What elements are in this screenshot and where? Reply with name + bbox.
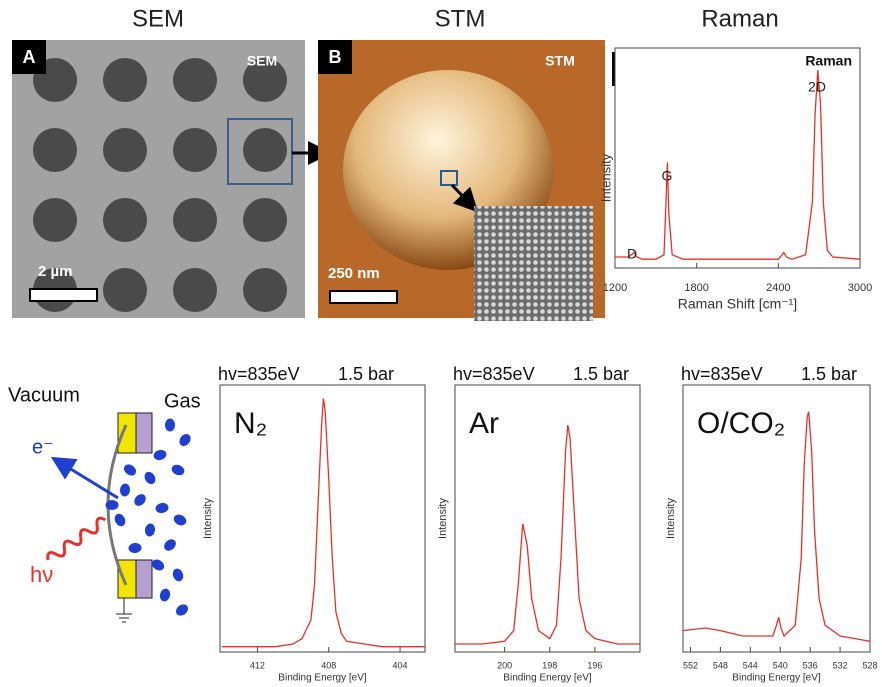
x-tick-label: 1200 [603, 282, 627, 294]
plot-frame [454, 384, 641, 653]
hole [243, 198, 287, 242]
gas-molecule [144, 471, 156, 485]
x-tick-label: 198 [542, 660, 557, 670]
x-tick-label: 540 [773, 660, 788, 670]
gas-molecule [172, 568, 184, 582]
peak-label: D [627, 246, 637, 262]
pressure-label: 1.5 bar [573, 364, 629, 384]
hole [103, 128, 147, 172]
x-axis-label: Binding Energy [eV] [278, 673, 367, 684]
x-axis-label: Binding Energy [eV] [503, 673, 592, 684]
x-tick-label: 1800 [684, 282, 708, 294]
hole [103, 58, 147, 102]
energy-label: hv=835eV [218, 364, 300, 384]
spectrum [221, 398, 425, 648]
gas-molecule [153, 449, 167, 461]
plot-frame [682, 384, 871, 653]
label: Vacuum [8, 384, 80, 406]
x-tick-label: 200 [497, 660, 512, 670]
x-tick-label: 196 [587, 660, 602, 670]
chart-title: Raman [805, 53, 852, 69]
x-tick-label: 548 [713, 660, 728, 670]
gas-label: Ar [469, 407, 499, 440]
hole [243, 128, 287, 172]
y-axis-label: Intensity [598, 153, 613, 202]
peak-label: 2D [808, 79, 826, 95]
gas-molecule [179, 433, 191, 447]
gas-molecule [119, 483, 131, 497]
y-axis-label: Intensity [437, 498, 449, 539]
gas-label: N₂ [234, 407, 267, 440]
gas-molecule [164, 539, 176, 551]
hole [33, 128, 77, 172]
hole [243, 58, 287, 102]
gas-molecule [165, 418, 175, 432]
energy-label: hv=835eV [453, 364, 535, 384]
hole [103, 268, 147, 312]
gas-label: O/CO₂ [697, 407, 785, 440]
x-tick-label: 532 [833, 660, 848, 670]
hole [173, 58, 217, 102]
pressure-label: 1.5 bar [801, 364, 857, 384]
gas-molecule [105, 499, 119, 511]
x-tick-label: 2400 [766, 282, 790, 294]
x-tick-label: 3000 [848, 282, 872, 294]
gas-molecule [159, 588, 171, 602]
peak-label: G [662, 168, 673, 184]
y-axis-label: Intensity [202, 498, 214, 539]
x-tick-label: 528 [862, 660, 877, 670]
x-tick-label: 544 [743, 660, 758, 670]
panel-letter: A [23, 47, 36, 67]
gas-molecule [171, 464, 185, 476]
spectrum [455, 424, 640, 645]
hole [243, 268, 287, 312]
plot-frame [219, 384, 426, 653]
y-axis-label: Intensity [665, 498, 677, 539]
image-tag: STM [545, 53, 575, 69]
label: e⁻ [32, 436, 54, 458]
panel-letter: B [329, 47, 342, 67]
hole [173, 268, 217, 312]
x-tick-label: 412 [250, 660, 265, 670]
gas-molecule [128, 542, 142, 554]
spectrum [682, 411, 871, 642]
x-tick-label: 536 [803, 660, 818, 670]
label: hν [30, 562, 53, 587]
gas-molecule [134, 494, 146, 506]
image-tag: SEM [247, 53, 277, 69]
spectrum [615, 69, 861, 260]
x-axis-label: Raman Shift [cm⁻¹] [678, 296, 797, 312]
scale-label: 2 µm [38, 263, 73, 280]
stm-image: B STM 250 nm [318, 40, 605, 321]
header: Raman [701, 5, 778, 32]
pressure-label: 1.5 bar [338, 364, 394, 384]
gas-molecule [155, 502, 169, 514]
schematic: Vacuum Gas e⁻ hν [8, 384, 201, 623]
gas-molecule [123, 464, 137, 476]
hole [33, 198, 77, 242]
gas-molecule [176, 604, 188, 616]
header: SEM [132, 5, 184, 32]
x-tick-label: 408 [321, 660, 336, 670]
x-tick-label: 404 [393, 660, 408, 670]
gas-molecule [173, 514, 187, 526]
x-axis-label: Binding Energy [eV] [732, 673, 821, 684]
hole [103, 198, 147, 242]
x-tick-label: 552 [683, 660, 698, 670]
gas-molecule [114, 513, 126, 527]
energy-label: hv=835eV [681, 364, 763, 384]
gas-molecule [144, 523, 156, 537]
label: Gas [164, 390, 201, 412]
hole [173, 128, 217, 172]
sem-image: A SEM 2 µm [12, 40, 305, 318]
header: STM [435, 5, 486, 32]
gas-molecule [151, 559, 165, 571]
hole [173, 198, 217, 242]
scale-label: 250 nm [328, 265, 380, 282]
